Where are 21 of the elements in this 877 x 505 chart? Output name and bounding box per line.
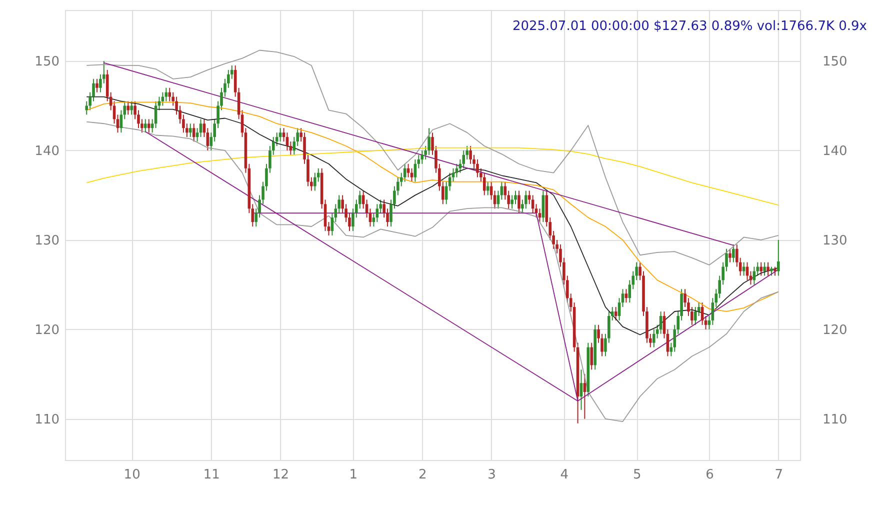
y-tick-label: 130 xyxy=(34,233,60,248)
x-tick-label: 11 xyxy=(203,468,220,482)
y-tick-label: 110 xyxy=(34,412,60,428)
y-tick-label: 120 xyxy=(34,322,60,338)
x-tick-label: 7 xyxy=(774,468,784,482)
x-tick-label: 5 xyxy=(632,468,642,482)
y2-tick-label: 120 xyxy=(822,322,848,338)
x-tick-label: 12 xyxy=(272,468,290,482)
y2-tick-label: 150 xyxy=(822,54,848,70)
x-tick-label: 6 xyxy=(706,468,714,482)
y-tick-label: 140 xyxy=(34,144,60,159)
y-tick-label: 150 xyxy=(34,54,60,70)
x-tick-label: 4 xyxy=(560,468,569,482)
x-tick-label: 3 xyxy=(488,468,496,482)
x-tick-label: 2 xyxy=(418,468,427,482)
text: 2025.07.01 00:00:00 $127.63 0.89% vol:1766.7K 0.9x xyxy=(512,19,868,34)
y2-tick-label: 130 xyxy=(822,233,848,248)
y2-tick-label: 110 xyxy=(822,412,848,428)
y2-tick-label: 140 xyxy=(822,144,848,159)
x-tick-label: 10 xyxy=(124,468,140,482)
x-tick-label: 1 xyxy=(349,468,358,482)
